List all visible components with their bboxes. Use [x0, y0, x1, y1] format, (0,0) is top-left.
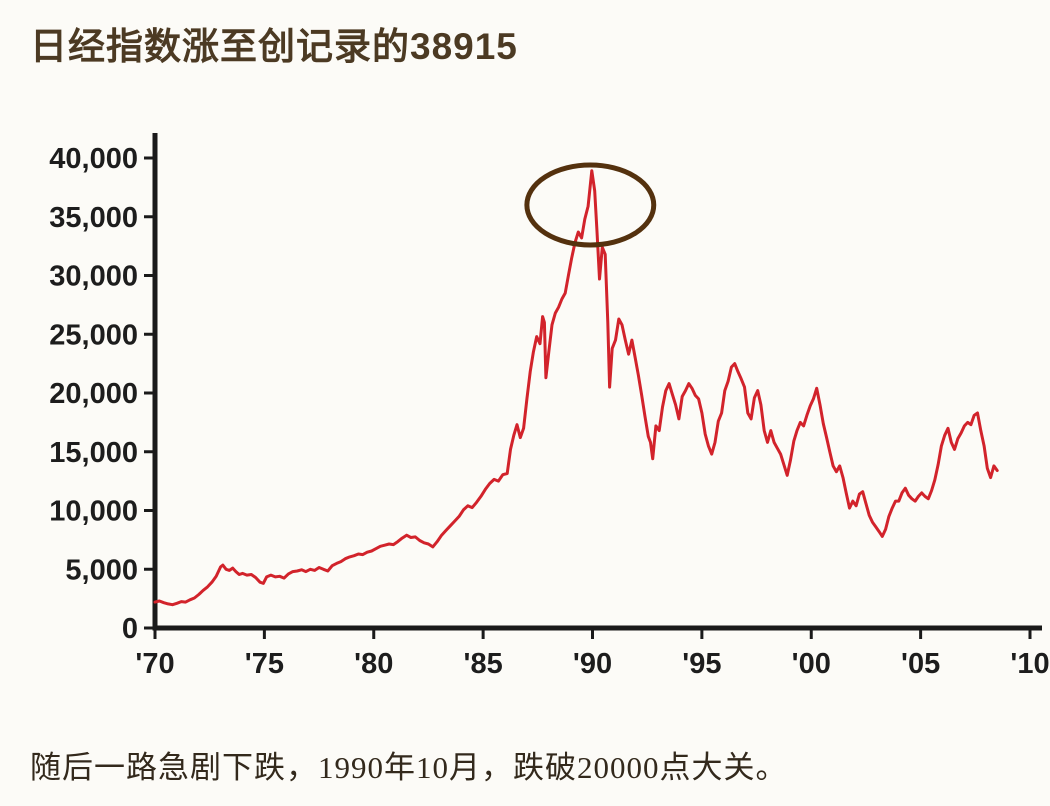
x-tick-label: '70	[135, 648, 174, 680]
x-tick-label: '90	[573, 648, 612, 680]
y-tick-label: 40,000	[49, 143, 138, 175]
y-tick-label: 15,000	[49, 437, 138, 469]
chart-svg: 0 5,000 10,000 15,000 20,000 25,000 30,000 35,0…	[49, 133, 1050, 680]
x-tick-label: '75	[245, 648, 284, 680]
y-tick-label: 10,000	[49, 496, 138, 528]
peak-annotation-ellipse	[524, 162, 657, 248]
x-tick-label: '95	[682, 648, 721, 680]
x-tick-label: '00	[792, 648, 831, 680]
x-tick-label: '05	[901, 648, 940, 680]
y-tick-label: 35,000	[49, 202, 138, 234]
caption: 随后一路急剧下跌，1990年10月，跌破20000点大关。	[30, 750, 788, 785]
nikkei-line-series	[153, 169, 999, 607]
y-tick-label: 20,000	[49, 378, 138, 410]
y-tick-label: 30,000	[49, 261, 138, 293]
y-tick-label: 0	[122, 613, 138, 645]
nikkei-chart: 0 5,000 10,000 15,000 20,000 25,000 30,000 35,0…	[0, 115, 1050, 705]
x-tick-label: '85	[464, 648, 503, 680]
y-tick-label: 25,000	[49, 319, 138, 351]
x-tick-label: '10	[1010, 648, 1049, 680]
page-title: 日经指数涨至创记录的38915	[30, 26, 518, 67]
y-tick-label: 5,000	[65, 554, 138, 586]
x-tick-label: '80	[354, 648, 393, 680]
